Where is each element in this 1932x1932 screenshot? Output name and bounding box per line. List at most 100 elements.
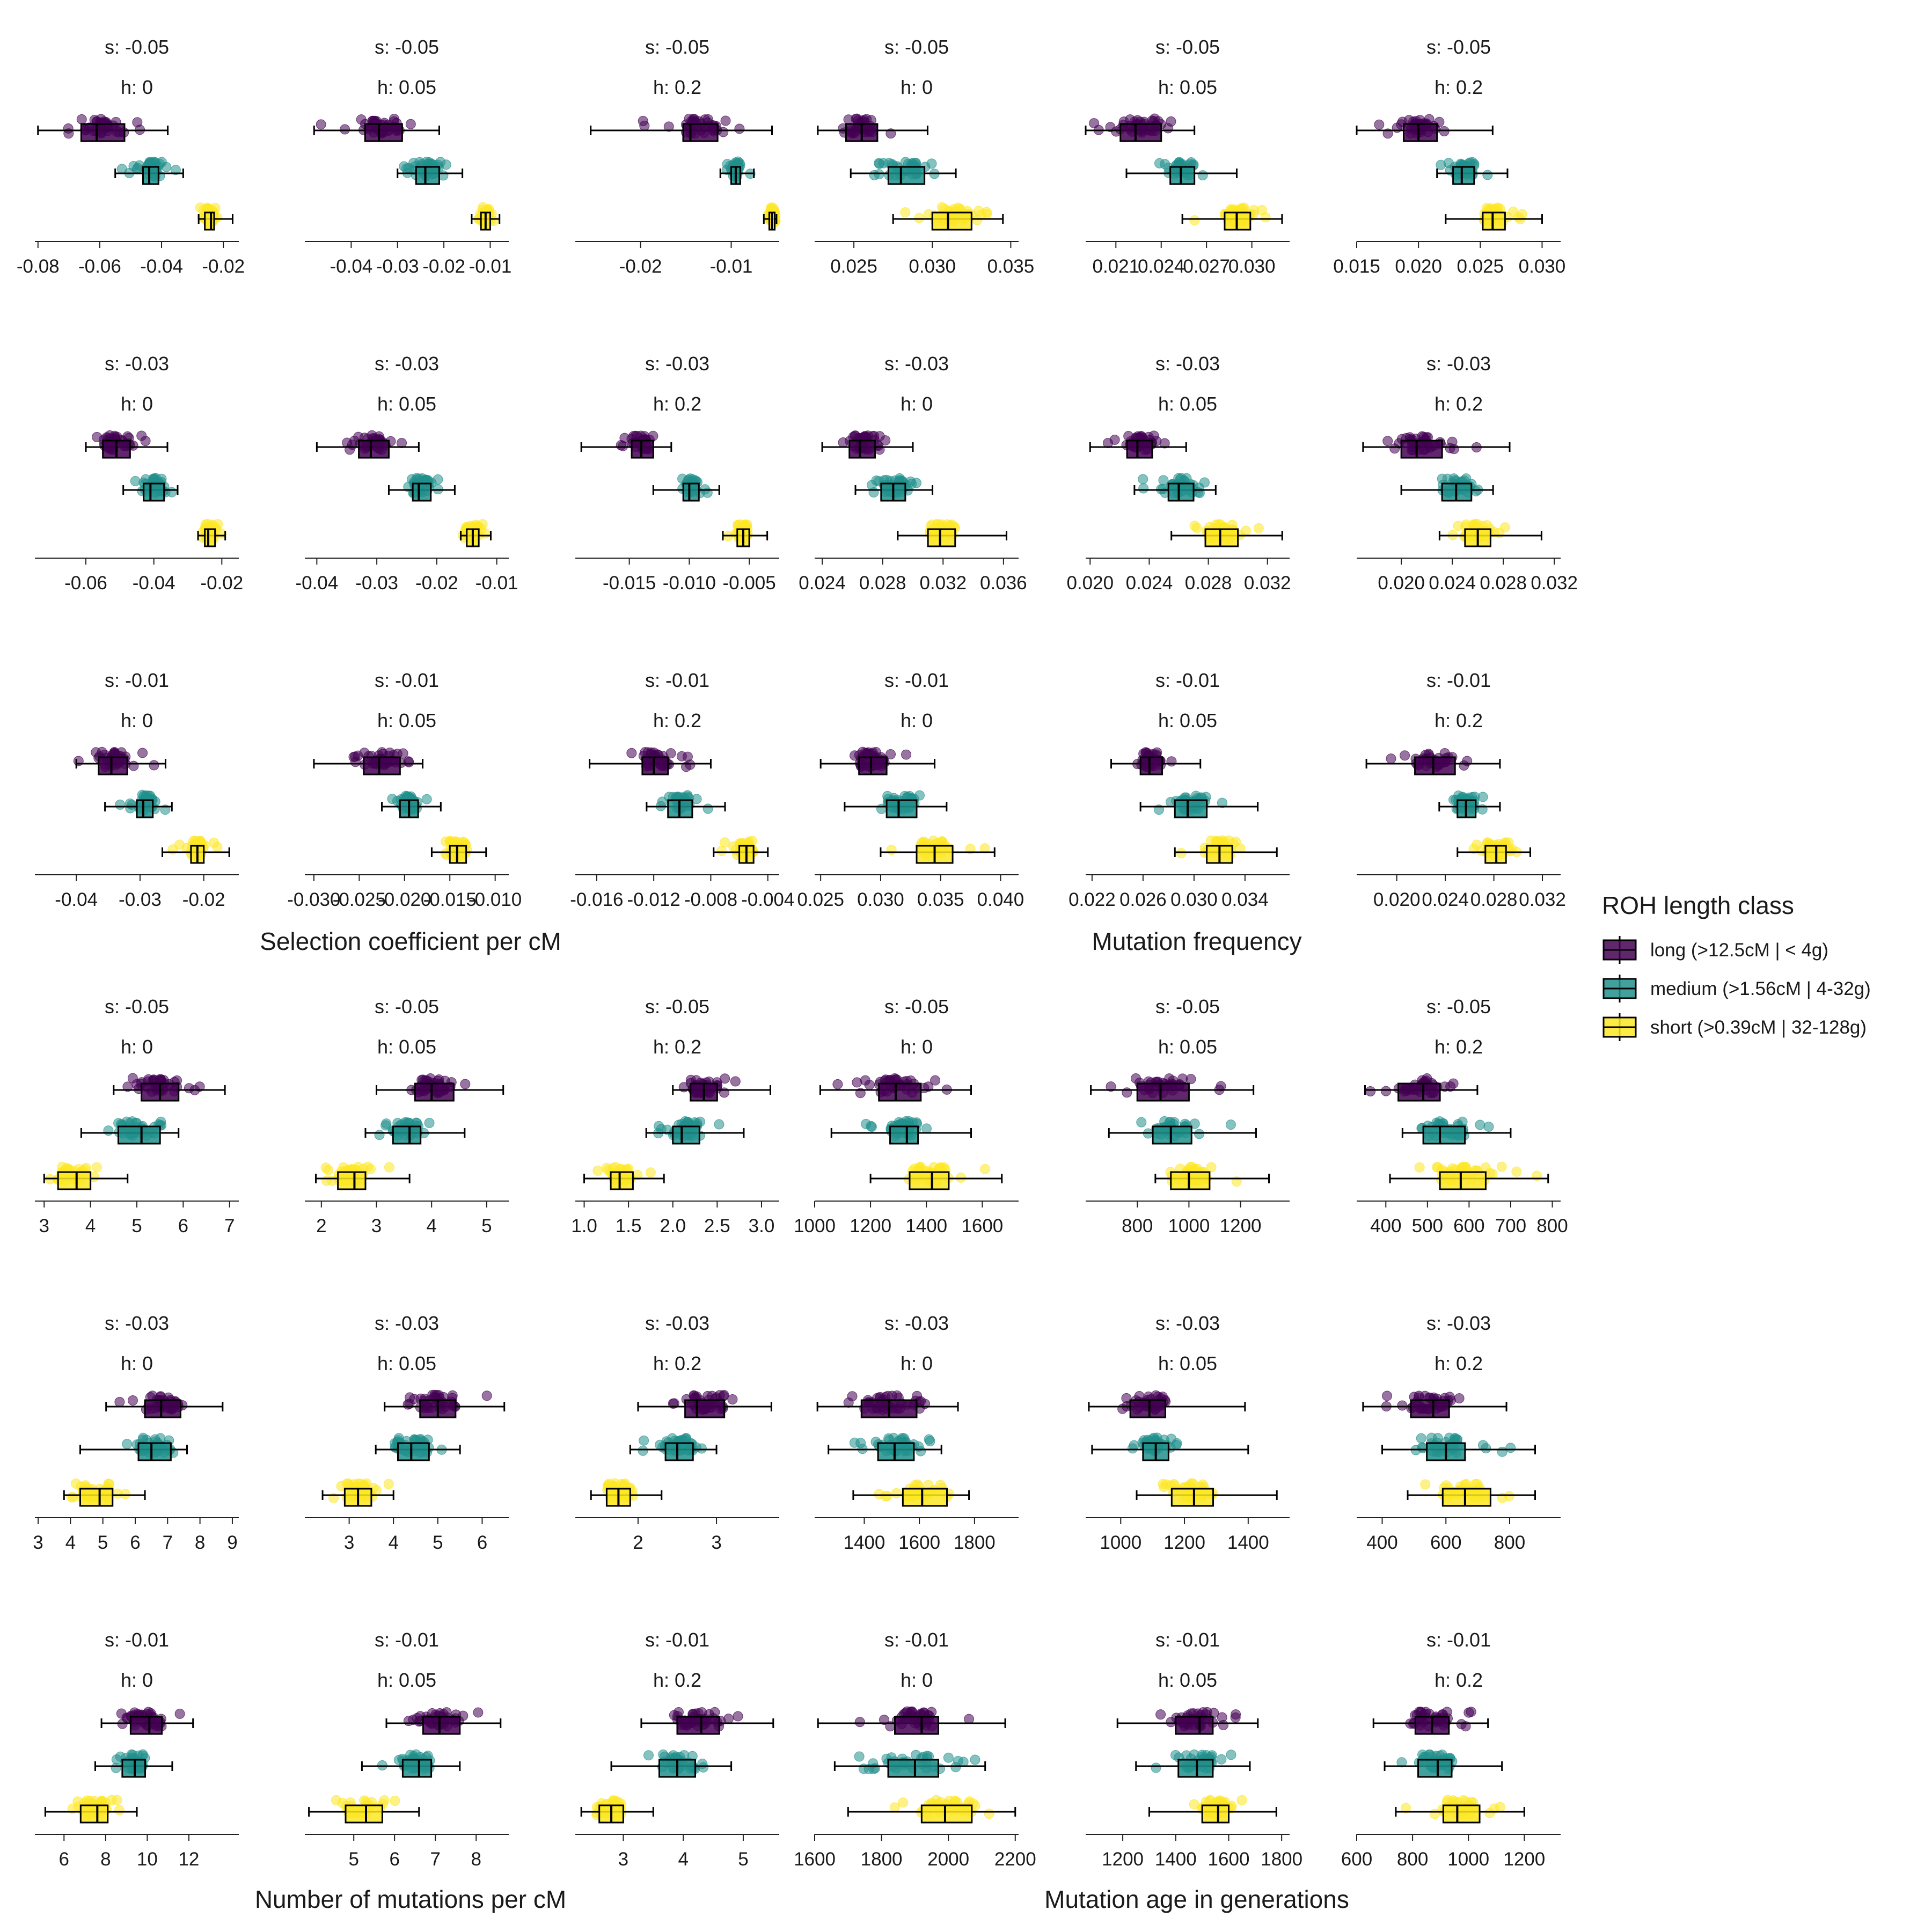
strip-label-h: h: 0.2 bbox=[653, 1036, 701, 1058]
data-point bbox=[682, 790, 693, 801]
x-tick-label: 1400 bbox=[843, 1532, 885, 1553]
data-point bbox=[1138, 483, 1149, 494]
data-point bbox=[1197, 170, 1208, 181]
box bbox=[1441, 1488, 1491, 1507]
data-point bbox=[114, 1396, 125, 1407]
strip-label-s: s: -0.01 bbox=[884, 669, 949, 691]
x-tick-label: 0.035 bbox=[987, 256, 1035, 277]
data-point bbox=[720, 837, 730, 848]
x-tick-label: 0.028 bbox=[1185, 573, 1232, 594]
data-point bbox=[1253, 523, 1264, 533]
data-point bbox=[702, 114, 713, 125]
strip-label-s: s: -0.03 bbox=[105, 1312, 169, 1334]
data-point bbox=[734, 123, 745, 134]
data-point bbox=[1382, 436, 1393, 447]
data-point bbox=[1181, 473, 1192, 484]
data-point bbox=[402, 1399, 413, 1410]
data-point bbox=[111, 1762, 121, 1773]
data-point bbox=[956, 1172, 967, 1183]
x-tick-label: -0.01 bbox=[475, 573, 518, 594]
data-point bbox=[383, 1479, 394, 1489]
strip-label-h: h: 0 bbox=[121, 1669, 153, 1691]
box bbox=[1422, 1125, 1466, 1145]
data-point bbox=[972, 215, 983, 225]
box bbox=[1452, 166, 1475, 185]
box bbox=[98, 756, 128, 775]
x-tick-label: 0.025 bbox=[830, 256, 877, 277]
x-tick-label: 500 bbox=[1412, 1216, 1443, 1236]
x-tick-label: -0.016 bbox=[570, 889, 623, 910]
data-point bbox=[639, 1435, 649, 1446]
data-point bbox=[1225, 1119, 1236, 1130]
box bbox=[137, 1442, 172, 1461]
data-point bbox=[720, 115, 731, 126]
strip-label-s: s: -0.01 bbox=[1155, 1629, 1220, 1651]
data-point bbox=[943, 1752, 954, 1763]
data-point bbox=[1171, 1439, 1182, 1450]
data-point bbox=[900, 157, 911, 167]
data-point bbox=[380, 1120, 391, 1131]
data-point bbox=[170, 165, 181, 175]
data-point bbox=[1420, 1479, 1431, 1490]
data-point bbox=[649, 747, 660, 758]
strip-label-s: s: -0.01 bbox=[884, 1629, 949, 1651]
box bbox=[358, 440, 390, 459]
box bbox=[1170, 1171, 1211, 1190]
x-tick-label: 3 bbox=[344, 1532, 354, 1553]
data-point bbox=[648, 430, 658, 441]
x-tick-label: 3 bbox=[711, 1532, 721, 1553]
strip-label-h: h: 0.05 bbox=[1158, 1352, 1217, 1374]
data-point bbox=[350, 757, 361, 767]
data-point bbox=[861, 1118, 872, 1129]
x-tick-label: 1200 bbox=[1220, 1216, 1262, 1236]
x-tick-label: 9 bbox=[227, 1532, 237, 1553]
box bbox=[610, 1171, 634, 1190]
x-tick-label: 0.025 bbox=[1457, 256, 1504, 277]
strip-label-s: s: -0.05 bbox=[375, 36, 439, 58]
data-point bbox=[1117, 1403, 1128, 1414]
strip-label-s: s: -0.05 bbox=[645, 36, 709, 58]
x-tick-label: -0.04 bbox=[140, 256, 183, 277]
x-tick-label: 0.020 bbox=[1378, 573, 1425, 594]
data-point bbox=[730, 1076, 741, 1087]
x-tick-label: 0.022 bbox=[1069, 889, 1116, 910]
x-tick-label: 1.5 bbox=[616, 1216, 642, 1236]
box bbox=[1152, 1125, 1192, 1145]
data-point bbox=[91, 1162, 102, 1173]
data-point bbox=[733, 1711, 743, 1722]
x-tick-label: 0.032 bbox=[1531, 573, 1578, 594]
x-tick-label: 1.0 bbox=[571, 1216, 597, 1236]
x-tick-label: 0.040 bbox=[977, 889, 1024, 910]
panel-2-2: s: -0.03 h: 0.05 -0.04 -0.03 -0.02 -0.01 bbox=[295, 353, 518, 594]
strip-label-s: s: -0.05 bbox=[884, 996, 949, 1018]
data-point bbox=[1236, 1795, 1247, 1805]
x-tick-label: 1600 bbox=[1208, 1849, 1250, 1870]
x-tick-label: 400 bbox=[1370, 1216, 1401, 1236]
data-point bbox=[982, 209, 992, 219]
box bbox=[927, 528, 956, 547]
x-tick-label: 800 bbox=[1122, 1216, 1153, 1236]
box bbox=[1410, 1399, 1450, 1418]
data-point bbox=[1256, 204, 1267, 215]
panel-2-6: s: -0.03 h: 0.2 0.020 0.024 0.028 0.032 bbox=[1357, 353, 1578, 594]
strip-label-s: s: -0.01 bbox=[105, 1629, 169, 1651]
box bbox=[920, 1804, 973, 1824]
data-point bbox=[1166, 756, 1177, 767]
strip-label-s: s: -0.03 bbox=[1426, 353, 1491, 375]
strip-label-s: s: -0.03 bbox=[375, 353, 439, 375]
data-point bbox=[403, 1716, 414, 1726]
x-tick-label: 0.030 bbox=[857, 889, 904, 910]
x-tick-label: 8 bbox=[100, 1849, 111, 1870]
data-point bbox=[868, 487, 879, 497]
x-tick-label: 6 bbox=[59, 1849, 69, 1870]
box bbox=[1397, 1082, 1441, 1102]
strip-label-h: h: 0.2 bbox=[1435, 1352, 1483, 1374]
strip-label-s: s: -0.05 bbox=[1155, 996, 1220, 1018]
box bbox=[631, 440, 654, 459]
strip-label-h: h: 0.2 bbox=[1435, 709, 1483, 731]
strip-label-s: s: -0.05 bbox=[884, 36, 949, 58]
data-point bbox=[1136, 1117, 1147, 1128]
data-point bbox=[114, 1805, 125, 1816]
data-point bbox=[921, 1123, 932, 1134]
box bbox=[1201, 1804, 1230, 1824]
